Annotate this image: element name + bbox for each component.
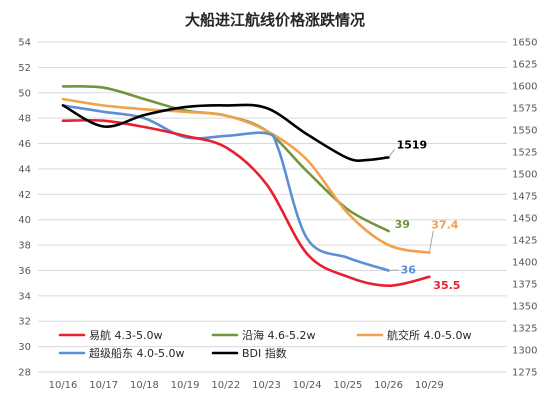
end-label: 1519	[397, 138, 428, 151]
series-line	[61, 97, 431, 254]
right-tick-label: 1400	[512, 258, 537, 269]
right-tick-label: 1650	[512, 38, 537, 49]
right-tick-label: 1525	[512, 148, 537, 159]
right-tick-label: 1350	[512, 302, 537, 313]
series-line	[61, 118, 431, 287]
left-tick-label: 42	[18, 190, 31, 201]
x-tick-label: 10/24	[293, 380, 322, 391]
end-labels: 35.5 39 37.4 36 1519	[388, 138, 460, 292]
x-tick-label: 10/26	[374, 380, 403, 391]
right-tick-label: 1575	[512, 104, 537, 115]
legend: 易航 4.3-5.0w 沿海 4.6-5.2w 航交所 4.0-5.0w 超级船东 4…	[58, 328, 471, 360]
legend-label: BDI 指数	[242, 346, 287, 360]
left-tick-label: 46	[18, 139, 31, 150]
leader-line	[428, 230, 434, 253]
x-tick-label: 10/25	[333, 380, 362, 391]
right-axis-ticks: 1275 1300 1325 1350 1375 1400 1425 1450 1475 1500…	[512, 38, 537, 379]
leader-line	[388, 148, 396, 158]
left-tick-label: 36	[18, 266, 31, 277]
right-tick-label: 1600	[512, 82, 537, 93]
legend-label: 超级船东 4.0-5.0w	[89, 346, 184, 360]
series-line	[61, 103, 390, 162]
right-tick-label: 1625	[512, 60, 537, 71]
leader-line	[388, 269, 399, 271]
left-tick-label: 28	[18, 368, 31, 379]
left-tick-label: 48	[18, 114, 31, 125]
chart-title: 大船进江航线价格涨跌情况	[185, 11, 365, 29]
right-tick-label: 1475	[512, 192, 537, 203]
x-tick-label: 10/23	[252, 380, 281, 391]
left-tick-label: 44	[18, 164, 31, 175]
left-tick-label: 38	[18, 241, 31, 252]
left-tick-label: 40	[18, 215, 31, 226]
gridlines	[38, 41, 507, 373]
x-tick-label: 10/19	[171, 380, 200, 391]
left-tick-label: 52	[18, 63, 31, 74]
left-tick-label: 54	[18, 38, 31, 49]
right-tick-label: 1450	[512, 214, 537, 225]
right-tick-label: 1550	[512, 126, 537, 137]
right-tick-label: 1275	[512, 368, 537, 379]
x-axis-ticks: 10/16 10/17 10/18 10/19 10/22 10/23 10/24 10/25…	[49, 380, 444, 391]
legend-label: 沿海 4.6-5.2w	[242, 328, 315, 342]
x-tick-label: 10/17	[89, 380, 118, 391]
series-line	[61, 104, 390, 272]
series-lines	[61, 85, 431, 287]
x-tick-label: 10/22	[211, 380, 240, 391]
left-tick-label: 30	[18, 342, 31, 353]
left-tick-label: 34	[18, 291, 31, 302]
right-tick-label: 1425	[512, 236, 537, 247]
right-tick-label: 1375	[512, 280, 537, 291]
left-axis-ticks: 28 30 32 34 36 38 40 42 44 46 48 50 52 54	[18, 38, 31, 379]
x-tick-label: 10/18	[130, 380, 159, 391]
left-tick-label: 32	[18, 317, 31, 328]
end-label: 39	[395, 218, 410, 231]
end-label: 36	[401, 263, 417, 276]
end-label: 35.5	[433, 279, 460, 292]
left-tick-label: 50	[18, 88, 31, 99]
right-tick-label: 1325	[512, 324, 537, 335]
right-tick-label: 1300	[512, 346, 537, 357]
end-label: 37.4	[431, 219, 458, 232]
x-tick-label: 10/29	[415, 380, 444, 391]
legend-label: 航交所 4.0-5.0w	[387, 328, 471, 342]
x-tick-label: 10/16	[49, 380, 78, 391]
right-tick-label: 1500	[512, 170, 537, 181]
legend-label: 易航 4.3-5.0w	[89, 328, 162, 342]
